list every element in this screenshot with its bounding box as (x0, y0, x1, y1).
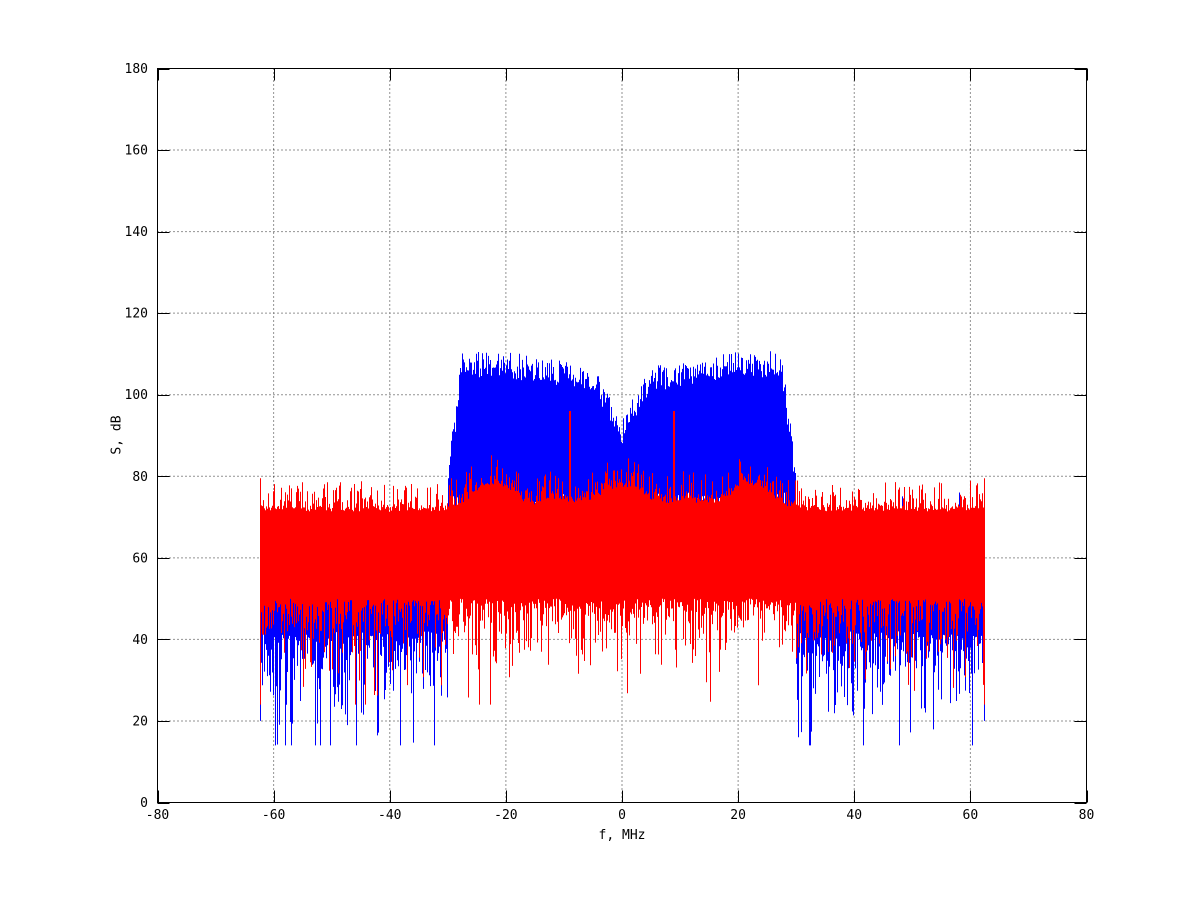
x-tick-label: 40 (846, 808, 862, 823)
data-series (260, 351, 985, 746)
y-tick-label: 160 (125, 144, 148, 159)
x-tick-label: 80 (1079, 808, 1095, 823)
x-tick-label: 0 (618, 808, 626, 823)
x-tick-label: 60 (963, 808, 979, 823)
y-axis-label: S, dB (110, 415, 125, 454)
y-tick-label: 180 (125, 62, 148, 77)
plot-border (157, 68, 1087, 803)
x-tick-label: -40 (378, 808, 401, 823)
series-red-noise (260, 411, 985, 705)
tick-labels: -80 -60 -40 -20 0 20 40 60 80 0 20 40 60 80 100 120 140 1… (125, 62, 1095, 823)
y-tick-label: 40 (132, 633, 148, 648)
y-tick-label: 80 (132, 470, 148, 485)
y-tick-label: 0 (140, 796, 148, 811)
y-tick-label: 140 (125, 225, 148, 240)
x-tick-label: -80 (146, 808, 169, 823)
x-tick-label: 20 (730, 808, 746, 823)
y-tick-label: 100 (125, 388, 148, 403)
x-axis-label: f, MHz (599, 828, 646, 843)
y-tick-label: 20 (132, 714, 148, 729)
y-tick-label: 60 (132, 551, 148, 566)
y-tick-label: 120 (125, 307, 148, 322)
tick-marks (157, 68, 1088, 804)
x-tick-label: -60 (262, 808, 285, 823)
gridlines (157, 68, 1087, 803)
x-tick-label: -20 (494, 808, 517, 823)
